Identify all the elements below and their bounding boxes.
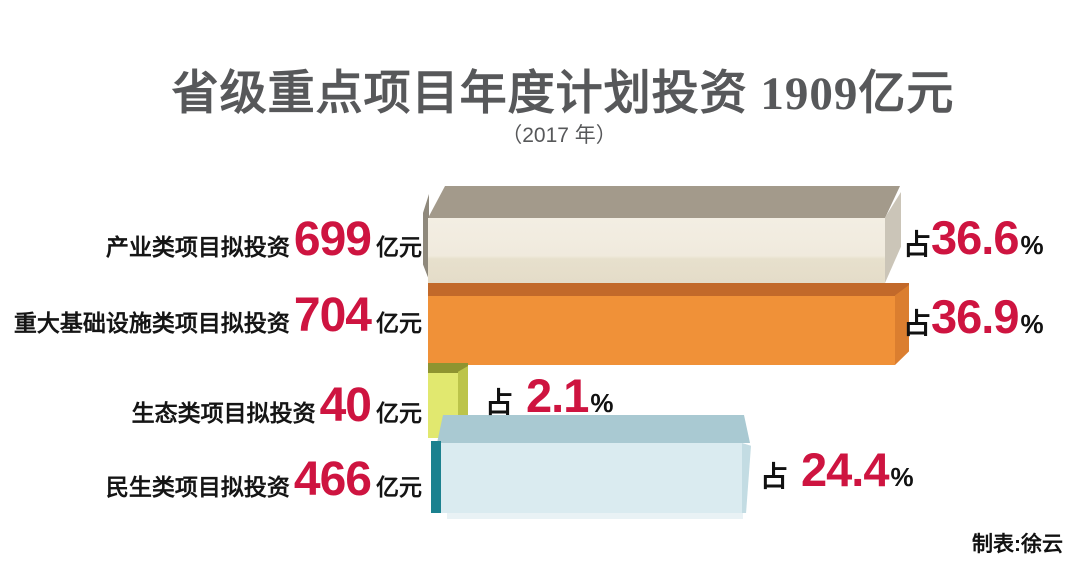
bar-livelihood-left-edge <box>431 441 441 513</box>
share-prefix: 占 <box>485 387 514 418</box>
share-number: 36.9 <box>931 290 1019 343</box>
share-ecology: 占 2.1% <box>485 372 613 419</box>
page-title: 省级重点项目年度计划投资 1909亿元 <box>171 68 955 120</box>
bar-ecology-right-face <box>458 366 468 438</box>
bar-label-ecology: 生态类项目拟投资 40 亿元 <box>0 382 422 430</box>
bar-label-livelihood: 民生类项目拟投资 466 亿元 <box>0 456 422 504</box>
share-prefix: 占 <box>760 461 789 492</box>
category-label: 民生类项目拟投资 <box>105 474 290 500</box>
category-label: 生态类项目拟投资 <box>131 400 316 426</box>
bar-infrastructure-top-face <box>428 283 909 296</box>
bar-ecology-top-face <box>428 363 468 373</box>
percent-sign: % <box>590 388 614 418</box>
bar-livelihood-bottom-shadow <box>447 513 743 519</box>
value-unit: 亿元 <box>376 234 422 260</box>
page-subtitle: （2017 年） <box>501 124 617 147</box>
value-unit: 亿元 <box>376 310 422 336</box>
value-unit: 亿元 <box>376 400 422 426</box>
bar-label-infrastructure: 重大基础设施类项目拟投资 704 亿元 <box>0 292 422 340</box>
share-infrastructure: 占 36.9% <box>903 293 1044 340</box>
value-number: 699 <box>293 213 372 266</box>
percent-sign: % <box>1020 230 1044 260</box>
share-number: 2.1 <box>526 369 589 422</box>
bar-label-industry: 产业类项目拟投资 699 亿元 <box>0 216 422 264</box>
value-number: 466 <box>293 453 372 506</box>
credit-byline: 制表:徐云 <box>972 533 1063 556</box>
category-label: 重大基础设施类项目拟投资 <box>13 310 290 336</box>
share-number: 36.6 <box>931 211 1019 264</box>
share-industry: 占 36.6% <box>903 214 1044 261</box>
share-number: 24.4 <box>801 443 889 496</box>
value-number: 40 <box>319 379 372 432</box>
share-prefix: 占 <box>903 229 932 260</box>
bar-livelihood-top-face <box>437 415 750 443</box>
bar-infrastructure <box>428 296 895 365</box>
value-unit: 亿元 <box>376 474 422 500</box>
bar-livelihood <box>441 443 742 513</box>
value-number: 704 <box>293 289 372 342</box>
bar-livelihood-right-face <box>742 443 751 513</box>
bar-infrastructure-right-face <box>895 285 909 365</box>
share-prefix: 占 <box>903 308 932 339</box>
bar-industry <box>428 218 885 283</box>
percent-sign: % <box>890 462 914 492</box>
bar-industry-left-bevel <box>423 194 429 280</box>
category-label: 产业类项目拟投资 <box>105 234 290 260</box>
share-livelihood: 占 24.4% <box>760 446 914 493</box>
percent-sign: % <box>1020 309 1044 339</box>
bar-industry-top-face <box>428 186 900 218</box>
